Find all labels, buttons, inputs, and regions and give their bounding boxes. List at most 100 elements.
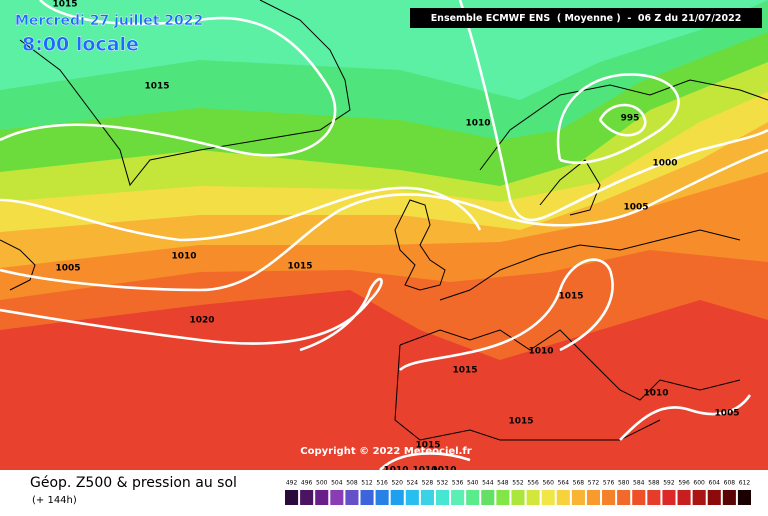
scale-label: 596: [678, 480, 690, 487]
scale-swatch: [315, 490, 329, 505]
scale-label: 504: [331, 480, 343, 487]
scale-label: 548: [497, 480, 509, 487]
coastlines: [0, 0, 768, 441]
scale-swatch: [692, 490, 706, 505]
isobar-label: 1000: [652, 159, 677, 169]
isobar: [379, 452, 471, 471]
isobar: [0, 277, 383, 352]
scale-swatch: [496, 490, 510, 505]
isobar-label: 1010: [643, 389, 668, 399]
scale-label: 556: [527, 480, 539, 487]
isobar-label: 1005: [714, 409, 739, 419]
isobar-label: 1010: [465, 119, 490, 129]
europe-coast: [394, 229, 741, 441]
scale-label: 584: [633, 480, 645, 487]
scale-swatch: [466, 490, 480, 505]
isobar: [399, 258, 614, 372]
isobar-label: 1020: [189, 316, 214, 326]
isobar: [556, 73, 680, 164]
scale-swatch: [632, 490, 646, 505]
scale-swatch: [360, 490, 374, 505]
scale-swatch: [345, 490, 359, 505]
scale-swatch: [617, 490, 631, 505]
scale-label: 536: [452, 480, 464, 487]
scale-label: 612: [739, 480, 751, 487]
isobar-label: 1005: [55, 264, 80, 274]
isobar: [619, 394, 752, 441]
isobar: [0, 148, 768, 292]
scale-label: 520: [391, 480, 403, 487]
geopotential-bands: [0, 0, 768, 360]
isobar-label: 1015: [52, 0, 77, 10]
scale-swatch: [375, 490, 389, 505]
isobar-label: 1005: [623, 203, 648, 213]
british-isles: [394, 199, 446, 291]
legend-title: Géop. Z500 & pression au sol: [30, 475, 237, 491]
scale-label: 552: [512, 480, 524, 487]
scale-label: 524: [407, 480, 419, 487]
model-info: Ensemble ECMWF ENS ( Moyenne ) - 06 Z du…: [431, 13, 742, 24]
scale-swatch: [602, 490, 616, 505]
isobar-label: 1015: [452, 366, 477, 376]
canada-coast: [0, 239, 36, 291]
isobars: [0, 0, 768, 471]
scale-label: 512: [361, 480, 373, 487]
isobar-label: 1010: [171, 252, 196, 262]
copyright: Copyright © 2022 Meteociel.fr: [300, 446, 471, 457]
legend-subtitle: (+ 144h): [32, 495, 77, 506]
scale-swatch: [420, 490, 434, 505]
scale-swatch: [556, 490, 570, 505]
scale-label: 528: [422, 480, 434, 487]
scale-label: 516: [376, 480, 388, 487]
scale-swatch: [435, 490, 450, 505]
scale-swatch: [541, 490, 555, 505]
scale-swatch: [481, 490, 495, 505]
isobar: [0, 186, 482, 242]
scale-swatch: [300, 490, 314, 505]
scale-swatch: [390, 490, 404, 505]
model-box: [410, 8, 762, 28]
isobar-label: 1015: [415, 441, 440, 451]
scale-swatch: [737, 490, 751, 505]
isobar-label: 1015: [558, 292, 583, 302]
scale-label: 532: [437, 480, 449, 487]
scale-swatch: [571, 490, 585, 505]
scale-label: 560: [542, 480, 554, 487]
scale-label: 580: [618, 480, 630, 487]
scale-label: 568: [573, 480, 585, 487]
scale-label: 500: [316, 480, 328, 487]
isobar: [458, 0, 768, 222]
scale-label: 576: [603, 480, 615, 487]
scale-swatch: [405, 490, 419, 505]
scale-label: 604: [709, 480, 721, 487]
scale-label: 600: [693, 480, 705, 487]
greenland-coast: [19, 0, 351, 187]
isobar-label: 995: [621, 114, 640, 124]
isobar-label: 1015: [287, 262, 312, 272]
scale-swatch: [707, 490, 721, 505]
scale-label: 508: [346, 480, 358, 487]
isobar: [0, 0, 337, 157]
scale-swatch: [677, 490, 691, 505]
scale-swatch: [722, 490, 736, 505]
isobar-label: 1015: [144, 82, 169, 92]
scale-label: 544: [482, 480, 494, 487]
date: Mercredi 27 juillet 2022: [15, 13, 203, 29]
local-time: 8:00 locale: [22, 34, 139, 56]
scale-label: 496: [301, 480, 313, 487]
scale-label: 588: [648, 480, 660, 487]
scale-swatch: [330, 490, 344, 505]
scale-swatch: [511, 490, 525, 505]
scale-swatch: [285, 490, 299, 505]
scandinavia-coast: [479, 79, 768, 216]
scale-label: 492: [286, 480, 298, 487]
scale-swatch: [451, 490, 465, 505]
scale-swatch: [586, 490, 601, 505]
scale-label: 564: [558, 480, 570, 487]
isobar-label: 1010: [528, 347, 553, 357]
scale-label: 540: [467, 480, 479, 487]
scale-label: 592: [663, 480, 675, 487]
scale-swatch: [526, 490, 540, 505]
scale-swatch: [662, 490, 676, 505]
